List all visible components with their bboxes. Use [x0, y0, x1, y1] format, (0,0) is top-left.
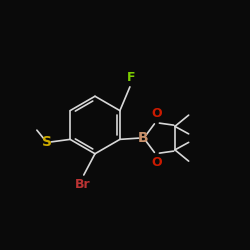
Text: Br: Br: [75, 178, 90, 191]
Text: B: B: [138, 131, 148, 145]
Text: O: O: [152, 107, 162, 120]
Text: S: S: [42, 135, 52, 149]
Text: F: F: [127, 71, 136, 84]
Text: O: O: [152, 156, 162, 170]
